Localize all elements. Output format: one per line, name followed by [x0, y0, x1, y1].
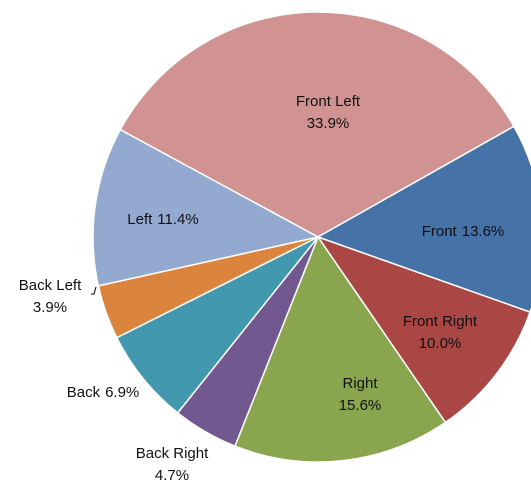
pie-slice — [233, 235, 447, 463]
category-label: Front Left — [296, 93, 361, 110]
slice-label: Back Right 4.7% — [136, 445, 209, 484]
slice-label: Front Right 10.0% — [403, 313, 478, 352]
pie-slice — [316, 235, 531, 424]
category-label: Left — [127, 211, 153, 228]
slice-label: Front 13.6% — [422, 223, 505, 240]
category-label: Back Left — [19, 277, 82, 294]
category-label: Back — [67, 384, 101, 401]
value-label: 15.6% — [339, 397, 382, 414]
value-label: 6.9% — [105, 384, 139, 401]
value-label: 13.6% — [462, 223, 505, 240]
value-label: 3.9% — [33, 299, 67, 316]
pie-slice — [316, 125, 531, 314]
slice-label: Back 6.9% — [67, 384, 140, 401]
slice-label: Right 15.6% — [339, 375, 382, 414]
category-label: Right — [342, 375, 378, 392]
value-label: 33.9% — [307, 115, 350, 132]
pie-slice — [92, 128, 321, 287]
slice-label: Back Left 3.9% — [19, 277, 82, 316]
slice-label: Left 11.4% — [127, 211, 198, 228]
slice-label: Front Left 33.9% — [296, 93, 361, 132]
category-label: Front — [422, 223, 458, 240]
value-label: 10.0% — [419, 335, 462, 352]
leader-line — [91, 286, 97, 295]
category-label: Front Right — [403, 313, 478, 330]
value-label: 11.4% — [157, 211, 198, 228]
value-label: 4.7% — [155, 467, 189, 484]
pie-slice — [119, 11, 515, 238]
category-label: Back Right — [136, 445, 209, 462]
